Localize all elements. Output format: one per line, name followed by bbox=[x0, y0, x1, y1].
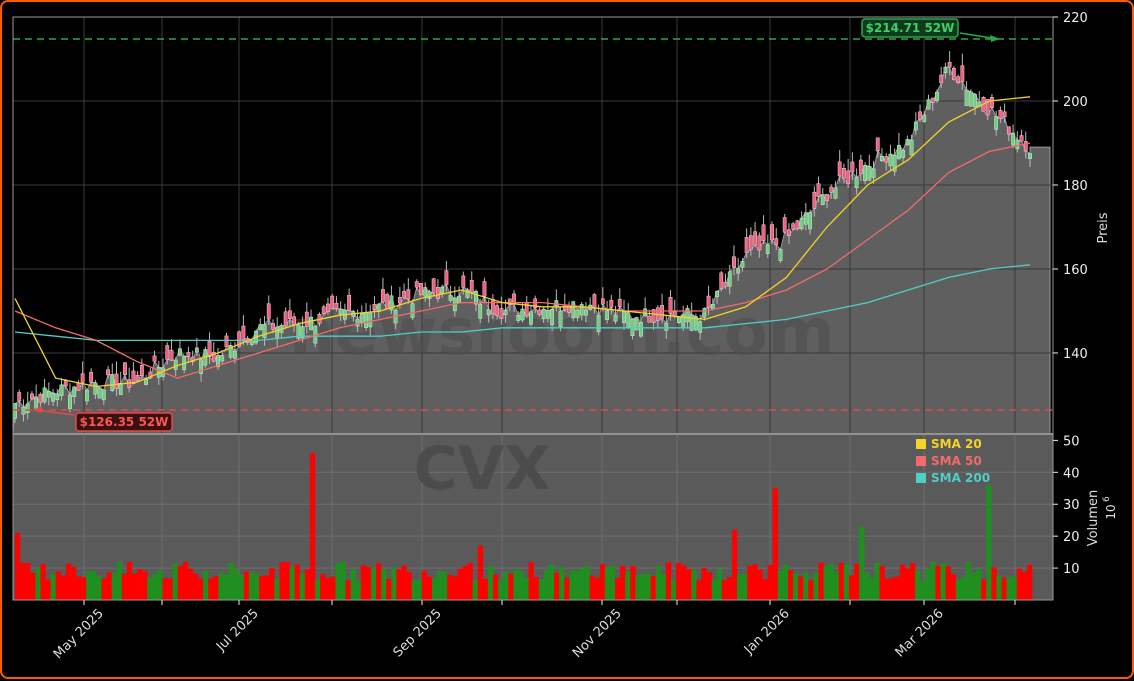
svg-text:50: 50 bbox=[1063, 434, 1080, 449]
svg-text:Jul 2025: Jul 2025 bbox=[213, 606, 262, 655]
volume-unit: 10 6 bbox=[1102, 496, 1118, 520]
svg-text:20: 20 bbox=[1063, 530, 1080, 545]
low-52w-annotation: $126.35 52W bbox=[32, 406, 173, 432]
price-area bbox=[12, 66, 1051, 435]
svg-text:6: 6 bbox=[1102, 496, 1112, 502]
sma50-line bbox=[14, 142, 1031, 379]
volume-bars bbox=[15, 453, 1033, 600]
low-52w-label: $126.35 52W bbox=[80, 415, 169, 429]
legend: SMA 20 SMA 50 SMA 200 bbox=[916, 437, 990, 485]
high-52w-annotation: $214.71 52W bbox=[861, 18, 1000, 42]
svg-text:10: 10 bbox=[1063, 562, 1080, 577]
x-axis: May 2025 Jul 2025 Sep 2025 Nov 2025 Jan 2026… bbox=[51, 600, 1016, 662]
svg-text:200: 200 bbox=[1063, 95, 1088, 110]
svg-text:May 2025: May 2025 bbox=[51, 606, 107, 662]
sma200-line bbox=[14, 264, 1031, 342]
sma20-line bbox=[14, 96, 1031, 388]
volume-panel-border bbox=[12, 433, 1054, 601]
svg-text:40: 40 bbox=[1063, 466, 1080, 481]
legend-item-sma200: SMA 200 bbox=[916, 471, 990, 485]
svg-text:10: 10 bbox=[1104, 504, 1118, 519]
price-axis: 140 160 180 200 220 bbox=[1053, 11, 1088, 362]
svg-text:Sep 2025: Sep 2025 bbox=[391, 606, 445, 660]
svg-text:SMA 200: SMA 200 bbox=[931, 471, 990, 485]
volume-axis-label: Volumen bbox=[1086, 490, 1101, 547]
price-axis-label: Preis bbox=[1096, 212, 1111, 243]
svg-text:30: 30 bbox=[1063, 498, 1080, 513]
legend-item-sma50: SMA 50 bbox=[916, 454, 982, 468]
high-52w-label: $214.71 52W bbox=[866, 21, 955, 35]
svg-text:140: 140 bbox=[1063, 347, 1088, 362]
svg-text:220: 220 bbox=[1063, 11, 1088, 26]
legend-item-sma20: SMA 20 bbox=[916, 437, 982, 451]
svg-text:Nov 2025: Nov 2025 bbox=[570, 606, 625, 661]
svg-text:180: 180 bbox=[1063, 179, 1088, 194]
svg-text:SMA 20: SMA 20 bbox=[931, 437, 982, 451]
svg-text:160: 160 bbox=[1063, 263, 1088, 278]
svg-text:Jan 2026: Jan 2026 bbox=[741, 606, 793, 658]
candlesticks bbox=[13, 51, 1032, 423]
svg-text:SMA 50: SMA 50 bbox=[931, 454, 982, 468]
volume-axis: 10 20 30 40 50 bbox=[1053, 434, 1080, 577]
ticker-watermark: CVX bbox=[414, 434, 551, 504]
svg-text:Mar 2026: Mar 2026 bbox=[893, 606, 947, 660]
